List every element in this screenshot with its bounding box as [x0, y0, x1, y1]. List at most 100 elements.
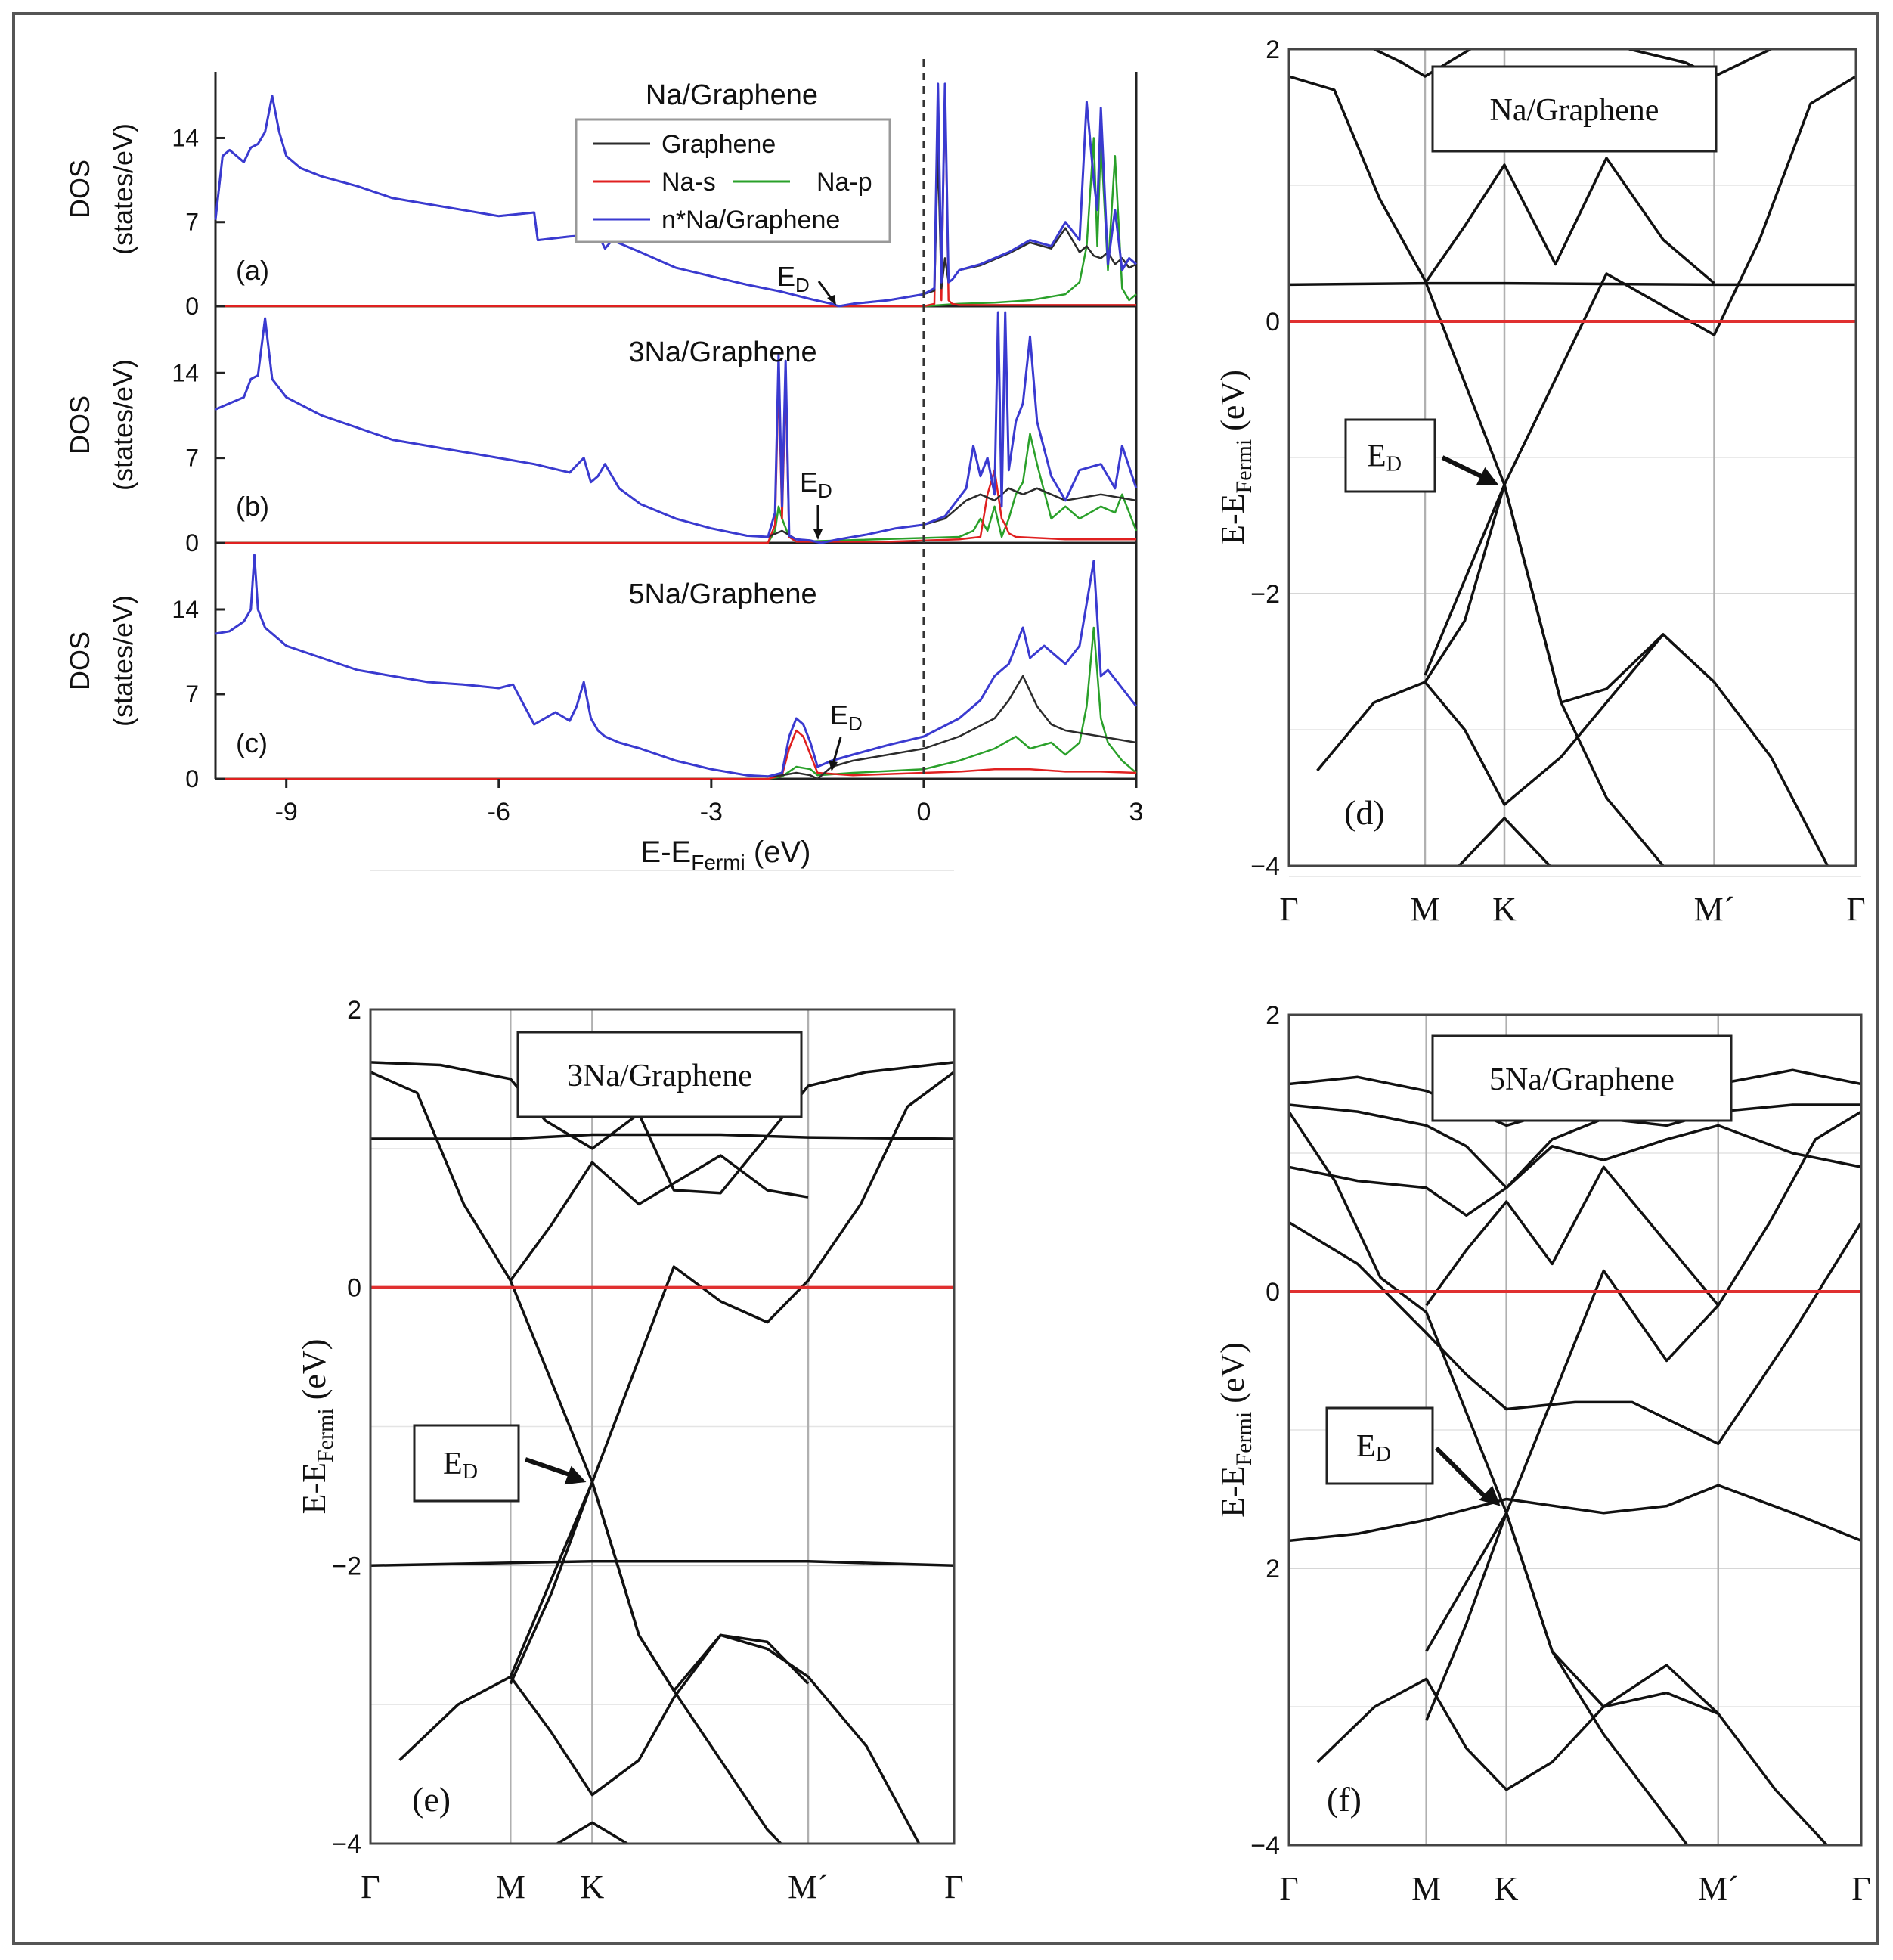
band-f-line [1289, 1221, 1861, 1446]
band-e-line [509, 1481, 783, 1844]
band-f-kpoint-label: Γ [1851, 1870, 1870, 1907]
band-e-kpoint-label: M´ [788, 1869, 829, 1906]
band-panel-f: −4 2 0 2 E-EFermi (eV) Γ M K M´ Γ 5Na/Graphene ED (f… [1214, 876, 1871, 1907]
dos-b-ytick-label: 14 [172, 359, 199, 386]
dos-xlabel-unit: (eV) [745, 836, 811, 869]
band-f-ylabel: E-EFermi (eV) [1214, 1342, 1256, 1518]
band-d-dirac-sub: D [1386, 453, 1402, 476]
band-d-ylabel: E-EFermi (eV) [1214, 370, 1256, 545]
band-f-line [1289, 1484, 1861, 1543]
dos-b-ytick-label: 0 [185, 529, 199, 557]
dos-b-dirac-arrowhead [813, 529, 823, 540]
band-d-line [1424, 157, 1715, 284]
band-d-line [1424, 483, 1715, 704]
band-e-line [370, 1071, 954, 1484]
legend-total-label: n*Na/Graphene [661, 206, 840, 234]
band-e-dirac-label: ED [443, 1447, 478, 1484]
band-d-ylabel-sub: Fermi [1232, 439, 1256, 494]
dos-a-ytick-label: 7 [185, 209, 199, 236]
band-f-line [1425, 1512, 1690, 1845]
dos-c-series-nas [215, 729, 1137, 780]
band-f-ytick-label: 2 [1266, 1001, 1280, 1030]
band-e-kpoint-label: Γ [361, 1869, 380, 1906]
band-d-ytick-label: 2 [1266, 36, 1280, 64]
band-f-dirac-arrow [1434, 1446, 1490, 1502]
band-d-line [1316, 633, 1829, 866]
band-d-title: Na/Graphene [1490, 93, 1659, 128]
band-f-ylabel-unit: (eV) [1214, 1342, 1251, 1412]
band-d-dirac-label: ED [1367, 439, 1402, 476]
dos-xlabel: E-EFermi (eV) [641, 836, 811, 874]
dos-xtick-label: 3 [1129, 798, 1144, 826]
band-f-dirac-sub: D [1376, 1443, 1391, 1466]
dos-a-dirac-arrowhead [827, 295, 836, 305]
dos-xlabel-main: E-E [641, 836, 692, 869]
band-d-ytick-label: 0 [1266, 308, 1280, 336]
dos-c-ylabel-units: (states/eV) [107, 595, 138, 727]
band-e-ylabel-main: E-E [296, 1462, 333, 1514]
band-e-dirac-arrowhead [564, 1465, 587, 1485]
band-e-kpoint-label: Γ [944, 1869, 963, 1906]
band-f-ytick-label: 2 [1266, 1555, 1280, 1583]
dos-panels: DOS (states/eV) DOS (states/eV) DOS (sta… [64, 59, 1143, 874]
band-e-ytick-label: 2 [347, 996, 361, 1025]
dos-b-dirac-label: ED [800, 467, 832, 502]
band-f-kpoint-label: M´ [1698, 1870, 1739, 1907]
band-d-title-box [1431, 65, 1718, 153]
band-e-ytick-label: −4 [332, 1830, 361, 1859]
band-e-line [398, 1633, 921, 1844]
band-f-dirac-arrowhead [1479, 1485, 1501, 1506]
dos-y-labels: DOS (states/eV) DOS (states/eV) DOS (sta… [64, 123, 138, 727]
dos-c-title: 5Na/Graphene [628, 578, 816, 610]
dos-y-ticks: 0 7 14 0 7 14 0 7 14 [172, 124, 225, 792]
band-e-dirac-arrow [525, 1457, 575, 1478]
band-f-line [1289, 1124, 1861, 1217]
dos-a-ytick-label: 0 [185, 293, 199, 320]
dos-c-ylabel: DOS [64, 631, 95, 690]
dos-plot-b [215, 311, 1138, 544]
dos-b-series-nnagraphene [215, 311, 1138, 544]
dos-b-dirac-sub: D [818, 479, 832, 502]
dos-c-ytick-label: 7 [185, 681, 199, 708]
band-f-kpoint-label: Γ [1279, 1870, 1298, 1907]
band-d-dirac-arrow [1441, 455, 1488, 481]
dos-a-dirac-sub: D [795, 274, 810, 296]
dos-c-panel-label: (c) [236, 727, 268, 758]
dos-c-series-nnagraphene [215, 554, 1138, 778]
dos-c-dirac-sub: D [848, 712, 863, 735]
dos-b-dirac-main: E [800, 467, 818, 498]
band-d-kpoint-label: Γ [1279, 891, 1298, 928]
band-e-line [370, 1133, 954, 1140]
dos-x-ticks: -9 -6 -3 0 3 [275, 779, 1144, 826]
dos-legend: Graphene Na-s Na-p n*Na/Graphene [575, 118, 891, 243]
dos-c-dirac-label: ED [830, 699, 863, 735]
dos-c-dirac-main: E [830, 699, 848, 730]
band-d-line [1289, 281, 1856, 287]
dos-titles: Na/Graphene 3Na/Graphene 5Na/Graphene [628, 79, 818, 610]
band-f-curves [1289, 1068, 1861, 1845]
dos-panel-labels: (a) (b) (c) [236, 255, 269, 758]
dos-a-ylabel-units: (states/eV) [107, 123, 138, 255]
dos-a-series-nas [215, 82, 1136, 308]
band-e-dirac-main: E [443, 1447, 463, 1481]
band-f-title-box [1431, 1034, 1733, 1122]
band-d-ytick-label: −2 [1250, 580, 1280, 609]
dos-a-dirac-label: ED [777, 261, 810, 296]
dos-a-title: Na/Graphene [646, 79, 818, 111]
band-f-dirac-label: ED [1356, 1429, 1391, 1466]
dos-plot-c [215, 554, 1138, 780]
band-panel-e: −4 −2 0 2 E-EFermi (eV) Γ M K M´ Γ 3Na/Graphene ED (… [296, 870, 964, 1906]
band-f-line [1289, 1103, 1861, 1189]
band-e-ylabel-unit: (eV) [296, 1339, 333, 1409]
band-f-kpoint-label: M [1411, 1870, 1441, 1907]
band-f-line [1425, 1512, 1719, 1721]
band-e-line [370, 1560, 954, 1568]
dos-xtick-label: -6 [488, 798, 510, 826]
dos-a-ylabel: DOS [64, 160, 95, 219]
band-f-panel-label: (f) [1327, 1780, 1362, 1819]
dos-c-dirac-arrow [832, 737, 842, 764]
dos-b-title: 3Na/Graphene [628, 336, 816, 368]
band-f-ylabel-sub: Fermi [1232, 1412, 1256, 1466]
band-f-ytick-label: 0 [1266, 1278, 1280, 1307]
